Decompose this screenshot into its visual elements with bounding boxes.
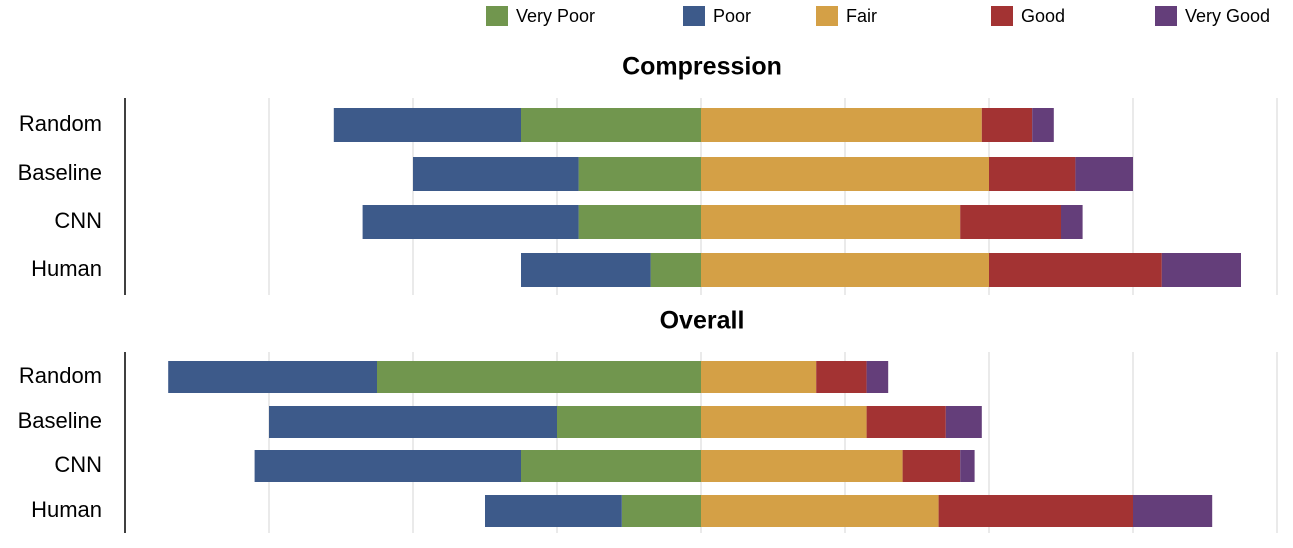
category-label: Baseline bbox=[18, 160, 102, 185]
legend-swatch bbox=[486, 6, 508, 26]
bar-segment bbox=[945, 406, 982, 438]
bar-segment bbox=[701, 253, 989, 287]
category-label: CNN bbox=[54, 452, 102, 477]
bar-segment bbox=[816, 361, 867, 393]
bar-segment bbox=[269, 406, 557, 438]
bar-segment bbox=[168, 361, 377, 393]
category-label: Random bbox=[19, 111, 102, 136]
bar-segment bbox=[578, 157, 701, 191]
bar-segment bbox=[1133, 495, 1213, 527]
bar-segment bbox=[254, 450, 521, 482]
bar-segment bbox=[960, 205, 1061, 239]
bar-segment bbox=[960, 450, 975, 482]
bar-segment bbox=[701, 108, 982, 142]
bar-segment bbox=[413, 157, 579, 191]
legend-swatch bbox=[1155, 6, 1177, 26]
bar-segment bbox=[1075, 157, 1133, 191]
legend-swatch bbox=[991, 6, 1013, 26]
category-label: CNN bbox=[54, 208, 102, 233]
category-label: Human bbox=[31, 256, 102, 281]
bar-segment bbox=[521, 450, 701, 482]
bar-segment bbox=[981, 108, 1033, 142]
bar-segment bbox=[485, 495, 622, 527]
bar-segment bbox=[989, 157, 1076, 191]
legend-swatch bbox=[816, 6, 838, 26]
bar-segment bbox=[902, 450, 961, 482]
bar-segment bbox=[333, 108, 521, 142]
legend-label: Good bbox=[1021, 6, 1065, 26]
bar-segment bbox=[377, 361, 701, 393]
bar-segment bbox=[1061, 205, 1083, 239]
chart-title: Compression bbox=[622, 53, 782, 81]
bar-segment bbox=[701, 157, 989, 191]
bar-segment bbox=[521, 108, 701, 142]
bar-segment bbox=[521, 253, 651, 287]
bar-segment bbox=[701, 205, 961, 239]
bar-segment bbox=[866, 406, 946, 438]
legend-label: Very Good bbox=[1185, 6, 1270, 26]
chart-title: Overall bbox=[660, 307, 745, 335]
bar-segment bbox=[621, 495, 701, 527]
bar-segment bbox=[362, 205, 579, 239]
legend-label: Fair bbox=[846, 6, 877, 26]
bar-segment bbox=[866, 361, 889, 393]
bar-segment bbox=[701, 361, 817, 393]
category-label: Baseline bbox=[18, 408, 102, 433]
legend-swatch bbox=[683, 6, 705, 26]
bar-segment bbox=[1161, 253, 1241, 287]
legend-label: Poor bbox=[713, 6, 751, 26]
bar-segment bbox=[938, 495, 1133, 527]
bar-segment bbox=[557, 406, 701, 438]
bar-segment bbox=[989, 253, 1162, 287]
bar-segment bbox=[701, 406, 867, 438]
bar-segment bbox=[650, 253, 701, 287]
legend-label: Very Poor bbox=[516, 6, 595, 26]
category-label: Human bbox=[31, 497, 102, 522]
category-label: Random bbox=[19, 363, 102, 388]
bar-segment bbox=[701, 450, 903, 482]
bar-segment bbox=[1032, 108, 1054, 142]
bar-segment bbox=[578, 205, 701, 239]
bar-segment bbox=[701, 495, 939, 527]
